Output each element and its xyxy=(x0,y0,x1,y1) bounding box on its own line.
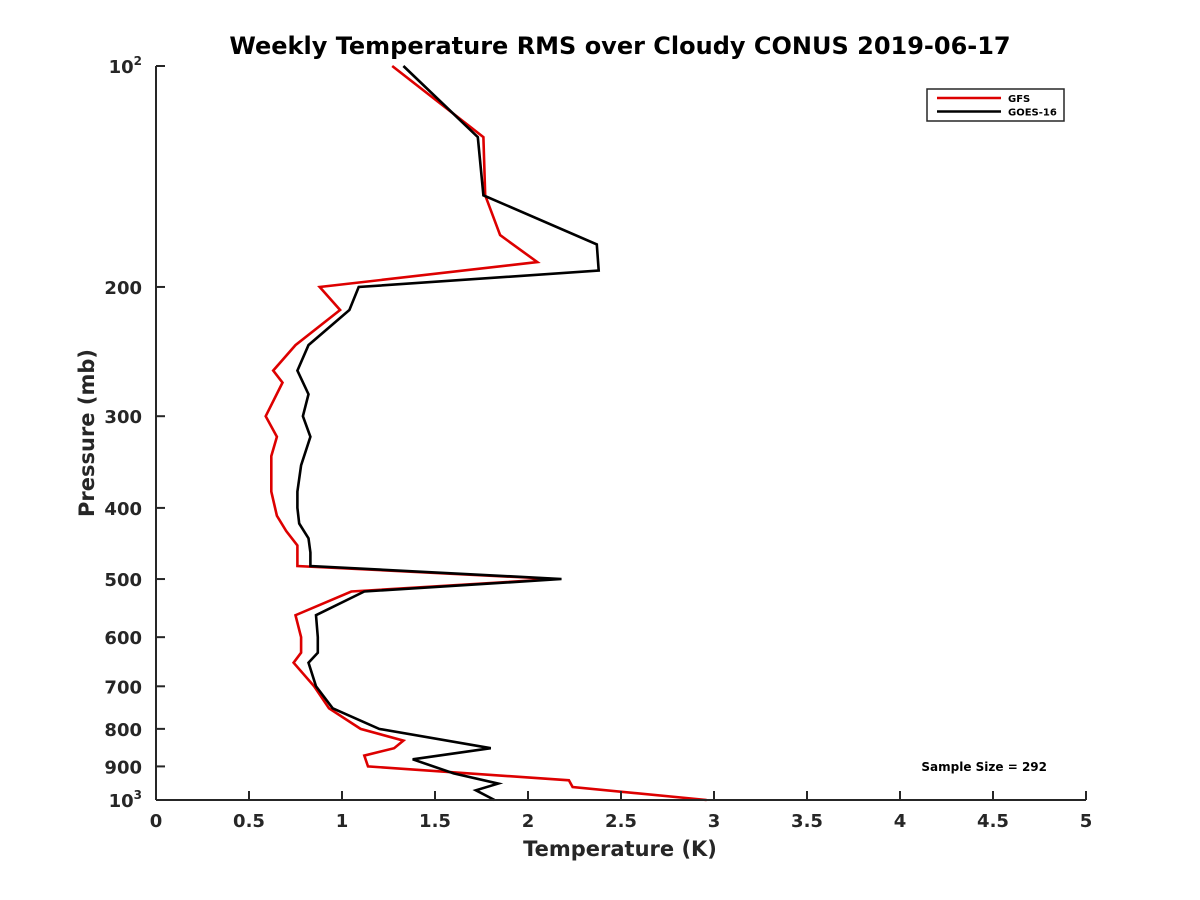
x-tick-label: 0.5 xyxy=(233,811,265,832)
y-tick-label: 103 xyxy=(109,788,142,812)
y-tick-label: 300 xyxy=(104,407,142,428)
y-tick-label: 900 xyxy=(104,757,142,778)
legend-box xyxy=(926,88,1065,122)
x-tick-label: 2 xyxy=(522,811,535,832)
y-tick-label: 102 xyxy=(109,54,142,78)
x-tick-label: 2.5 xyxy=(605,811,637,832)
y-tick-label: 600 xyxy=(104,628,142,649)
legend-label-gfs: GFS xyxy=(1008,94,1030,105)
x-tick-label: 3.5 xyxy=(791,811,823,832)
x-tick-label: 5 xyxy=(1080,811,1093,832)
x-tick-label: 1 xyxy=(336,811,349,832)
axes-layer: 0 0.5 1 1.5 2 2.5 3 3.5 4 4.5 5 102 200 300 400 500 600 7… xyxy=(104,54,1092,832)
series-line-goes-16 xyxy=(295,65,601,802)
x-tick-label: 4 xyxy=(894,811,907,832)
y-tick-label: 800 xyxy=(104,720,142,741)
x-tick-label: 1.5 xyxy=(419,811,451,832)
x-tick-label: 3 xyxy=(708,811,721,832)
legend-label-goes-16: GOES-16 xyxy=(1008,108,1057,119)
y-tick-label: 500 xyxy=(104,570,142,591)
y-tick-label: 400 xyxy=(104,499,142,520)
x-tick-label: 0 xyxy=(150,811,163,832)
y-tick-label: 700 xyxy=(104,677,142,698)
sample-size-annotation: Sample Size = 292 xyxy=(921,760,1047,774)
y-tick-label: 200 xyxy=(104,278,142,299)
series-layer xyxy=(264,64,707,802)
series-line-gfs xyxy=(264,64,707,802)
y-axis-label: Pressure (mb) xyxy=(75,349,99,517)
x-tick-label: 4.5 xyxy=(977,811,1009,832)
legend: GFS GOES-16 xyxy=(926,88,1065,122)
chart-title: Weekly Temperature RMS over Cloudy CONUS… xyxy=(229,32,1010,60)
x-axis-label: Temperature (K) xyxy=(523,837,717,861)
